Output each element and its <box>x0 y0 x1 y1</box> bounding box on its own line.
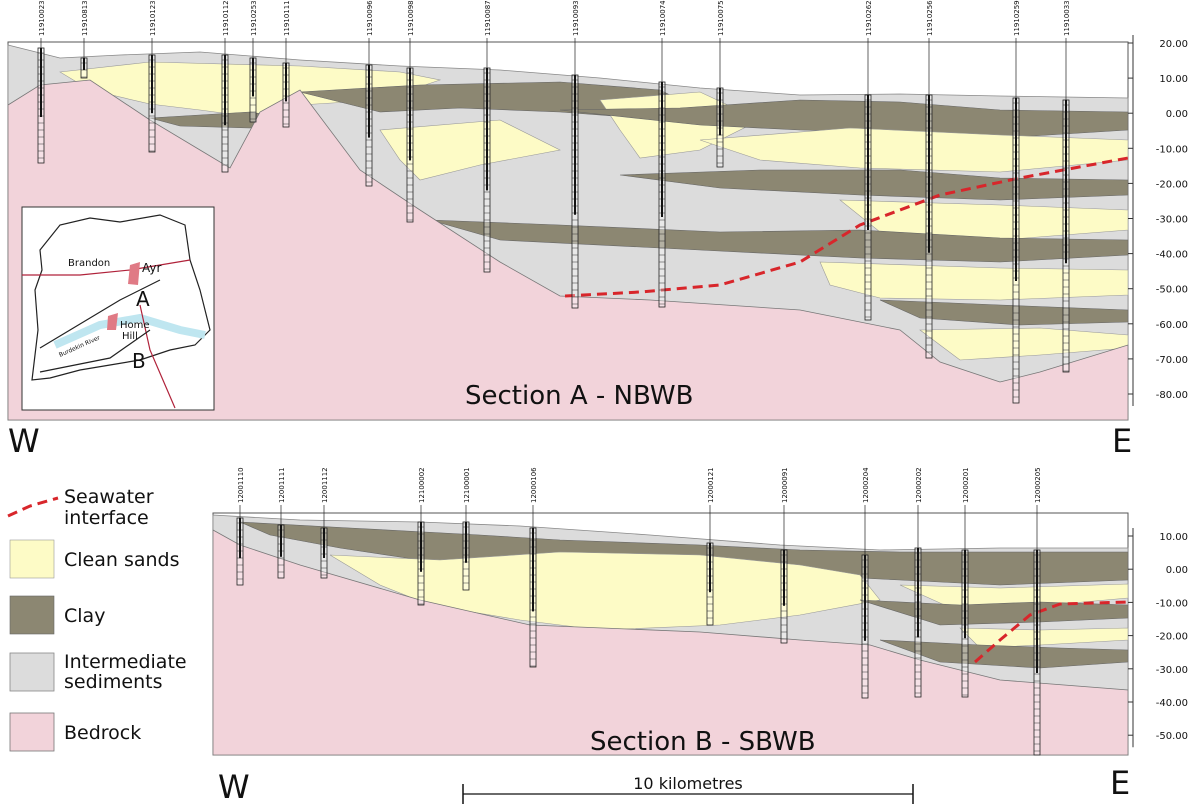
map-label: B <box>132 349 146 373</box>
depth-label: 0.00 <box>1166 109 1188 120</box>
bore-id: 11910023 <box>38 0 46 36</box>
bore-id: 12000106 <box>530 467 538 503</box>
map-label: A <box>136 287 150 311</box>
depth-label: -80.00 <box>1156 390 1188 401</box>
legend-label: Bedrock <box>64 722 141 744</box>
legend-swatch <box>9 595 55 635</box>
map-road <box>22 259 191 276</box>
section-b: Section B - SBWB W E <box>212 512 1130 806</box>
west-label: W <box>8 422 40 460</box>
east-label: E <box>1110 764 1130 802</box>
depth-label: -20.00 <box>1156 179 1188 190</box>
legend-label: Seawater interface <box>64 486 154 529</box>
legend-label: Clay <box>64 605 105 627</box>
east-label: E <box>1112 422 1132 460</box>
west-label: W <box>218 768 250 806</box>
depth-label: 20.00 <box>1159 39 1188 50</box>
bore-id: 12000205 <box>1034 467 1042 503</box>
seawater-interface-line <box>564 156 1129 298</box>
map-label: Home Hill <box>120 320 150 342</box>
bore-id: 12000121 <box>707 467 715 503</box>
section-a-line <box>39 279 161 349</box>
section-a: Section A - NBWB W E <box>7 41 1132 460</box>
legend-swatch <box>9 652 55 692</box>
scale-label: 10 kilometres <box>633 774 743 793</box>
bedrock <box>212 529 1129 756</box>
bore-id: 11910111 <box>283 0 291 36</box>
bore-id: 12000201 <box>962 467 970 503</box>
legend-swatch <box>9 539 55 579</box>
depth-label: -30.00 <box>1156 215 1188 226</box>
bore-id: 12100001 <box>463 467 471 503</box>
depth-label: -20.00 <box>1156 632 1188 643</box>
legend-swatch <box>9 712 55 752</box>
depth-label: 10.00 <box>1159 74 1188 85</box>
depth-label: 0.00 <box>1166 565 1188 576</box>
section-title: Section B - SBWB <box>590 727 816 757</box>
section-b-bores: 12001110 12001111 12001112 12100002 12100001… <box>236 467 1042 756</box>
bore-id: 11910813 <box>81 0 89 36</box>
map-label: Ayr <box>142 261 161 275</box>
clay-lens <box>429 219 1129 263</box>
legend-label: Intermediate sediments <box>64 651 187 693</box>
section-b-line <box>39 329 151 373</box>
legend-label: Clean sands <box>64 549 180 571</box>
clay-lens <box>619 169 1129 201</box>
map-road <box>139 304 176 409</box>
depth-label: -40.00 <box>1156 250 1188 261</box>
clean-sand-lens <box>379 119 561 181</box>
bore-id: 11910123 <box>149 0 157 36</box>
depth-label: 10.00 <box>1159 532 1188 543</box>
seawater-interface-line <box>974 600 1129 664</box>
home-hill-town <box>107 313 118 330</box>
scale-bar: 10 kilometres <box>462 774 914 804</box>
legend-swatch <box>7 496 59 518</box>
bore-id: 11910259 <box>1013 0 1021 36</box>
legend: Seawater interface Clean sands Clay Inter… <box>7 486 187 752</box>
clay-lens <box>859 599 1129 626</box>
bedrock <box>7 79 1129 421</box>
bore-id: 12000091 <box>781 467 789 503</box>
map-label: Brandon <box>68 258 110 269</box>
depth-label: -50.00 <box>1156 731 1188 742</box>
bore-id: 11910093 <box>572 0 580 36</box>
depth-label: -50.00 <box>1156 285 1188 296</box>
bore-id: 12000202 <box>915 467 923 503</box>
bore-id: 11910253 <box>250 0 258 36</box>
depth-label: -70.00 <box>1156 355 1188 366</box>
bore-id: 11910262 <box>865 0 873 36</box>
bore-id: 11910087 <box>484 0 492 36</box>
bore-id: 12001112 <box>321 467 329 503</box>
clay-lens <box>559 99 1129 139</box>
depth-label: -60.00 <box>1156 320 1188 331</box>
bore-id: 12000204 <box>862 467 870 503</box>
bore-id: 11910074 <box>659 0 667 36</box>
depth-label: -10.00 <box>1156 144 1188 155</box>
section-a-bores: 11910023 11910813 11910123 11910112 11910253… <box>37 0 1071 404</box>
ayr-town <box>128 262 140 285</box>
clean-sand-lens <box>819 261 1129 301</box>
clean-sand-lens <box>699 127 1129 173</box>
location-map: Brandon Ayr A Home Hill B Burdekin River <box>21 206 215 411</box>
bore-id: 12001110 <box>237 467 245 503</box>
depth-label: -10.00 <box>1156 598 1188 609</box>
bore-id: 12100002 <box>418 467 426 503</box>
clay-lens <box>879 299 1129 326</box>
bore-id: 11910256 <box>926 0 934 36</box>
map-river <box>53 313 206 349</box>
bore-id: 11910112 <box>222 0 230 36</box>
bore-id: 11910075 <box>717 0 725 36</box>
clay-lens <box>239 521 1129 586</box>
bore-id: 11910096 <box>366 0 374 36</box>
bore-id: 11910033 <box>1063 0 1071 36</box>
section-title: Section A - NBWB <box>465 381 693 411</box>
bore-id: 11910098 <box>407 0 415 36</box>
bore-id: 12001111 <box>278 467 286 503</box>
depth-label: -30.00 <box>1156 665 1188 676</box>
depth-label: -40.00 <box>1156 698 1188 709</box>
